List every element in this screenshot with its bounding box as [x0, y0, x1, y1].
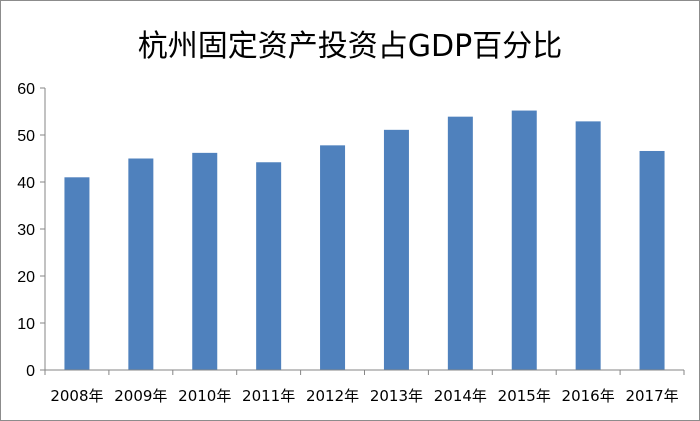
- y-tick-label: 20: [17, 269, 35, 286]
- bar-2012年: [320, 145, 346, 370]
- x-tick-label: 2013年: [370, 387, 423, 405]
- bar-2008年: [64, 177, 90, 370]
- x-tick-label: 2014年: [434, 387, 487, 405]
- y-tick-label: 60: [17, 81, 35, 98]
- bar-2017年: [639, 150, 665, 370]
- y-tick-label: 30: [17, 222, 35, 239]
- bar-2015年: [511, 110, 537, 370]
- bar-2011年: [256, 162, 282, 370]
- y-axis: 0 10 20 30 40 50 60: [17, 81, 46, 380]
- x-tick-label: 2010年: [178, 387, 231, 405]
- y-tick-label: 0: [26, 363, 35, 380]
- x-tick-label: 2017年: [625, 387, 678, 405]
- y-tick-label: 10: [17, 316, 35, 333]
- y-tick-label: 50: [17, 128, 35, 145]
- y-tick-label: 40: [17, 175, 35, 192]
- x-tick-label: 2008年: [50, 387, 103, 405]
- bar-2010年: [192, 152, 218, 370]
- x-tick-label: 2011年: [242, 387, 295, 405]
- x-tick-label: 2016年: [562, 387, 615, 405]
- bars: [64, 110, 665, 371]
- x-axis: 2008年 2009年 2010年 2011年 2012年 2013年 2014年 2015年…: [44, 369, 685, 405]
- bar-2016年: [575, 121, 601, 371]
- bar-2013年: [383, 129, 409, 370]
- x-tick-label: 2015年: [498, 387, 551, 405]
- bar-2014年: [447, 116, 473, 370]
- chart-title: 杭州固定资产投资占GDP百分比: [138, 29, 562, 64]
- bar-2009年: [128, 158, 154, 370]
- x-tick-label: 2012年: [306, 387, 359, 405]
- x-tick-label: 2009年: [114, 387, 167, 405]
